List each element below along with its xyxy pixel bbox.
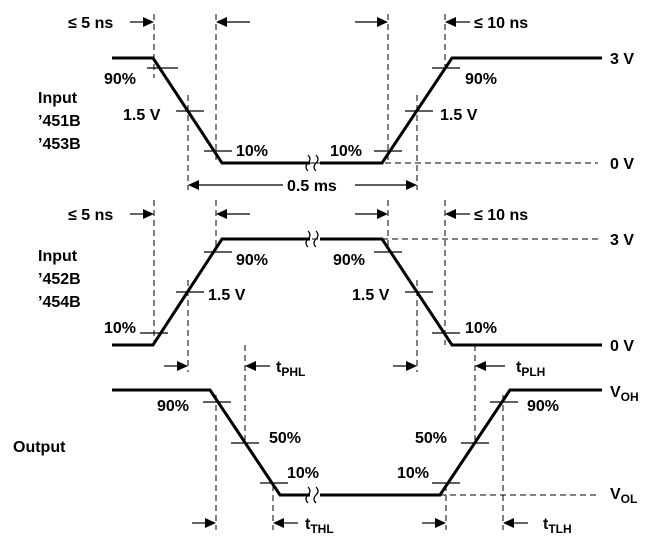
output-labels: Output 90% 50% 10% 10% 50% 90% VOH VOL t… bbox=[13, 384, 639, 536]
arrow-right-icon bbox=[143, 209, 154, 219]
arrow-left-icon bbox=[188, 180, 199, 190]
input1-title-line2: ’451B bbox=[38, 113, 81, 130]
arrow-left-icon bbox=[445, 17, 456, 27]
arrow-left-icon bbox=[503, 518, 514, 528]
level-0v-top: 0 V bbox=[610, 156, 634, 173]
input1-pct-high-right: 90% bbox=[465, 71, 497, 88]
input1-pct-low-right: 10% bbox=[330, 143, 362, 160]
input2-title-line2: ’452B bbox=[38, 271, 81, 288]
arrow-left-icon bbox=[216, 209, 227, 219]
tplh-label: tPLH bbox=[516, 359, 545, 379]
input1-labels: Input ’451B ’453B ≤ 5 ns ≤ 10 ns 90% 1.5… bbox=[38, 15, 634, 195]
input1-rise-time-label: ≤ 10 ns bbox=[474, 15, 528, 32]
arrow-right-icon bbox=[406, 180, 417, 190]
level-3v-top: 3 V bbox=[610, 51, 634, 68]
arrow-right-icon bbox=[435, 518, 446, 528]
output-pct-high-left: 90% bbox=[157, 398, 189, 415]
input2-rise-time-label: ≤ 5 ns bbox=[68, 207, 113, 224]
arrow-right-icon bbox=[205, 518, 216, 528]
ttlh-label: tTLH bbox=[543, 516, 572, 536]
level-voh: VOH bbox=[610, 384, 639, 404]
arrow-right-icon bbox=[406, 361, 417, 371]
output-title: Output bbox=[13, 439, 66, 456]
arrow-left-icon bbox=[475, 361, 486, 371]
input1-title-line3: ’453B bbox=[38, 136, 81, 153]
input2-pct-high-right: 90% bbox=[333, 252, 365, 269]
input2-fall-time-label: ≤ 10 ns bbox=[474, 207, 528, 224]
input1-mid-right: 1.5 V bbox=[440, 107, 478, 124]
output-mid-left: 50% bbox=[269, 430, 301, 447]
output-pct-high-right: 90% bbox=[527, 398, 559, 415]
level-vol: VOL bbox=[610, 486, 637, 506]
reference-lines bbox=[154, 14, 598, 530]
input1-title-line1: Input bbox=[38, 90, 78, 107]
arrow-right-icon bbox=[177, 361, 188, 371]
arrow-right-icon bbox=[377, 17, 388, 27]
input2-mid-right: 1.5 V bbox=[352, 287, 390, 304]
pulse-width-label: 0.5 ms bbox=[287, 178, 337, 195]
input2-pct-low-right: 10% bbox=[465, 320, 497, 337]
input1-pct-high-left: 90% bbox=[104, 71, 136, 88]
tthl-label: tTHL bbox=[305, 516, 334, 536]
input1-pct-low-left: 10% bbox=[236, 143, 268, 160]
output-pct-low-right: 10% bbox=[397, 465, 429, 482]
input2-title-line3: ’454B bbox=[38, 294, 81, 311]
output-pct-low-left: 10% bbox=[287, 465, 319, 482]
tphl-label: tPHL bbox=[276, 359, 305, 379]
input2-title-line1: Input bbox=[38, 248, 78, 265]
arrow-right-icon bbox=[143, 17, 154, 27]
level-3v-mid: 3 V bbox=[610, 232, 634, 249]
arrow-left-icon bbox=[245, 361, 256, 371]
level-0v-mid: 0 V bbox=[610, 338, 634, 355]
input1-mid-left: 1.5 V bbox=[123, 107, 161, 124]
propagation-delay-labels: tPHL tPLH bbox=[276, 359, 545, 379]
input2-mid-left: 1.5 V bbox=[208, 287, 246, 304]
arrow-left-icon bbox=[216, 17, 227, 27]
arrow-left-icon bbox=[273, 518, 284, 528]
arrow-left-icon bbox=[445, 209, 456, 219]
input1-fall-time-label: ≤ 5 ns bbox=[68, 15, 113, 32]
arrow-right-icon bbox=[377, 209, 388, 219]
input2-pct-high-left: 90% bbox=[236, 252, 268, 269]
input2-pct-low-left: 10% bbox=[104, 320, 136, 337]
input2-labels: Input ’452B ’454B ≤ 5 ns ≤ 10 ns 10% 1.5… bbox=[38, 207, 634, 355]
output-mid-right: 50% bbox=[415, 430, 447, 447]
